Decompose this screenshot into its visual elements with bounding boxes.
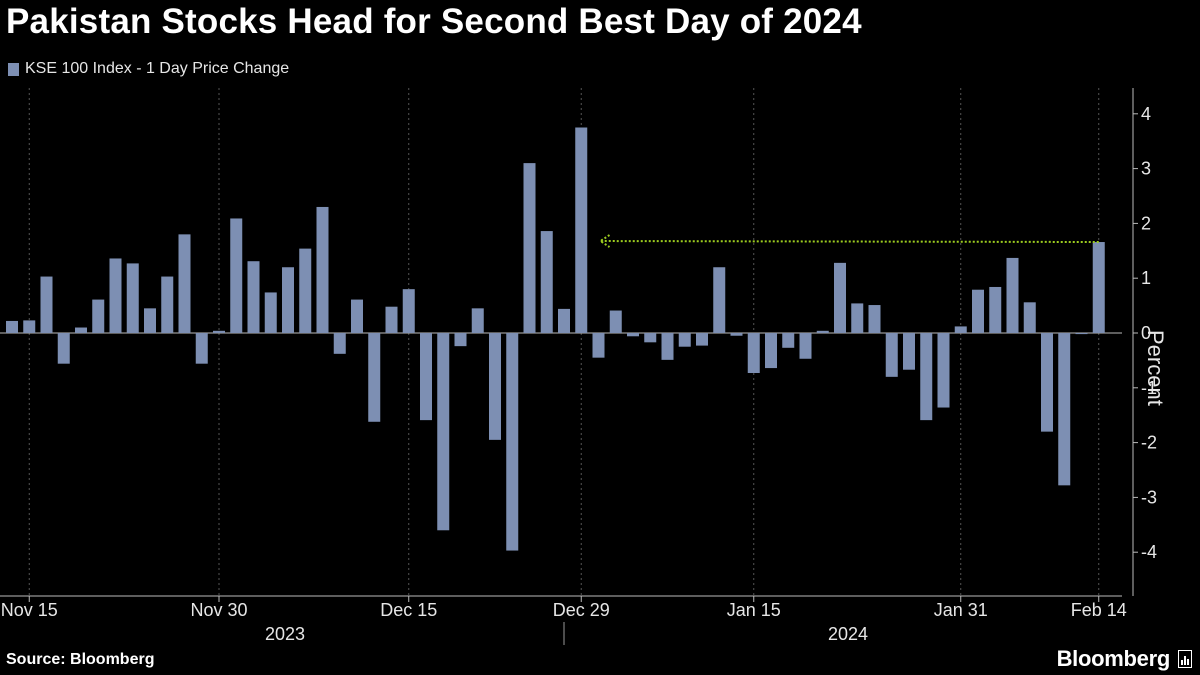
bar bbox=[316, 206, 329, 333]
bar bbox=[609, 310, 622, 333]
bar bbox=[195, 333, 208, 364]
bar bbox=[471, 308, 484, 333]
bar bbox=[782, 333, 795, 348]
bar bbox=[23, 320, 36, 333]
bar bbox=[333, 333, 346, 354]
legend-swatch bbox=[8, 62, 19, 76]
bar bbox=[299, 248, 312, 333]
bar bbox=[627, 333, 639, 337]
bar bbox=[126, 263, 139, 333]
bar bbox=[454, 333, 467, 347]
bar bbox=[644, 333, 657, 343]
chart-title: Pakistan Stocks Head for Second Best Day… bbox=[6, 2, 862, 41]
bar bbox=[523, 163, 536, 333]
year-label: 2023 bbox=[265, 624, 305, 644]
brand-name: Bloomberg bbox=[1056, 646, 1171, 671]
bar bbox=[868, 305, 881, 333]
bar bbox=[109, 258, 122, 333]
bar bbox=[1006, 257, 1019, 333]
bar bbox=[75, 327, 87, 333]
bar bbox=[402, 289, 415, 333]
bar bbox=[144, 308, 156, 333]
bar bbox=[1075, 333, 1088, 335]
y-tick-label: -2 bbox=[1141, 433, 1157, 453]
x-tick-label: Jan 31 bbox=[934, 600, 988, 620]
y-tick-label: 2 bbox=[1141, 213, 1151, 233]
bar bbox=[765, 333, 777, 369]
y-tick-label: -4 bbox=[1141, 542, 1157, 562]
bar bbox=[40, 276, 53, 333]
bar bbox=[954, 326, 967, 333]
bar bbox=[506, 333, 519, 551]
bloomberg-terminal-icon bbox=[1178, 650, 1192, 668]
bar bbox=[575, 127, 588, 333]
bar bbox=[1058, 333, 1071, 486]
bar bbox=[834, 262, 846, 333]
x-tick-label: Feb 14 bbox=[1071, 600, 1127, 620]
bar bbox=[747, 333, 760, 374]
bar bbox=[1041, 333, 1053, 432]
year-label: 2024 bbox=[828, 624, 868, 644]
bar bbox=[816, 330, 829, 333]
bar bbox=[730, 333, 743, 336]
y-tick-label: 3 bbox=[1141, 159, 1151, 179]
x-tick-label: Nov 30 bbox=[190, 600, 247, 620]
annotation-arrow-line bbox=[600, 240, 1099, 244]
bar bbox=[420, 333, 432, 421]
bar bbox=[592, 333, 605, 358]
bar bbox=[437, 333, 450, 531]
y-axis-title: Percent bbox=[1143, 330, 1168, 406]
bar bbox=[178, 234, 191, 333]
x-tick-label: Dec 29 bbox=[553, 600, 610, 620]
bar bbox=[799, 333, 812, 359]
bar bbox=[851, 303, 864, 333]
bar bbox=[540, 231, 553, 333]
bar bbox=[213, 330, 225, 333]
bar bbox=[989, 286, 1002, 333]
bar bbox=[937, 333, 950, 408]
bar bbox=[696, 333, 708, 346]
bar bbox=[678, 333, 691, 347]
bar bbox=[57, 333, 70, 364]
bar bbox=[247, 261, 260, 333]
bar bbox=[661, 333, 674, 360]
bar bbox=[368, 333, 381, 422]
bar bbox=[972, 289, 984, 333]
legend-label: KSE 100 Index - 1 Day Price Change bbox=[25, 60, 290, 77]
legend: KSE 100 Index - 1 Day Price Change bbox=[8, 60, 289, 78]
y-tick-label: 0 bbox=[1141, 323, 1151, 343]
source-note: Source: Bloomberg bbox=[6, 651, 155, 668]
bar bbox=[92, 299, 105, 333]
bar bbox=[1023, 302, 1036, 333]
bar bbox=[264, 292, 277, 333]
x-tick-label: Nov 15 bbox=[1, 600, 58, 620]
bar bbox=[885, 333, 898, 377]
bar bbox=[161, 276, 174, 333]
bar bbox=[6, 320, 18, 333]
bar bbox=[351, 299, 363, 333]
x-tick-label: Dec 15 bbox=[380, 600, 437, 620]
y-tick-label: 1 bbox=[1141, 268, 1151, 288]
bar bbox=[282, 267, 294, 333]
bar bbox=[903, 333, 915, 370]
bar bbox=[489, 333, 501, 440]
bar bbox=[920, 333, 933, 421]
y-tick-label: 4 bbox=[1141, 104, 1151, 124]
bar bbox=[230, 218, 243, 333]
bar bbox=[713, 267, 726, 333]
bar bbox=[1092, 242, 1105, 333]
y-tick-label: -1 bbox=[1141, 378, 1157, 398]
bar bbox=[385, 306, 398, 333]
y-tick-label: -3 bbox=[1141, 487, 1157, 507]
bloomberg-logo: Bloomberg bbox=[1057, 646, 1192, 672]
x-tick-label: Jan 15 bbox=[727, 600, 781, 620]
bar bbox=[558, 308, 570, 333]
